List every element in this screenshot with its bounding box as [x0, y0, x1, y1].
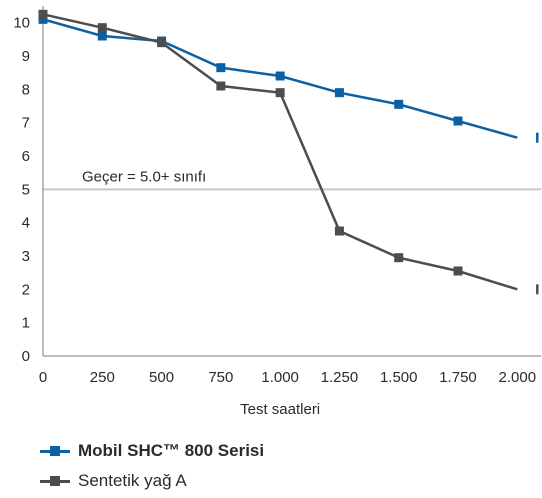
data-point [334, 226, 344, 236]
data-point [453, 266, 463, 276]
data-point [334, 88, 344, 98]
legend-swatch-sentetik-yag [40, 474, 70, 488]
x-axis-title: Test saatleri [240, 401, 320, 418]
data-point [216, 63, 226, 73]
y-tick-label: 4 [22, 215, 30, 232]
legend-swatch-mobil-shc [40, 444, 70, 458]
x-tick-label: 1.000 [261, 369, 299, 386]
y-tick-label: 7 [22, 115, 30, 132]
x-tick-label: 0 [39, 369, 47, 386]
data-point [38, 9, 48, 19]
axes [42, 6, 541, 357]
pass-threshold-label: Geçer = 5.0+ sınıfı [82, 168, 206, 185]
x-tick-label: 250 [90, 369, 115, 386]
y-tick-label: 2 [22, 281, 30, 298]
x-tick-label: 1.750 [439, 369, 477, 386]
y-tick-label: 3 [22, 248, 30, 265]
y-tick-label: 8 [22, 81, 30, 98]
legend-label-mobil-shc: Mobil SHC™ 800 Serisi [78, 441, 265, 460]
data-point [216, 81, 226, 91]
legend-item-mobil-shc: Mobil SHC™ 800 Serisi [40, 436, 264, 466]
data-point [275, 88, 285, 98]
x-tick-label: 1.500 [380, 369, 418, 386]
data-point [97, 23, 107, 33]
data-point [157, 38, 167, 48]
x-tick-labels: 0 250 500 750 1.000 1.250 1.500 1.750 2.000 [39, 369, 536, 386]
series-layer [38, 9, 539, 295]
x-tick-label: 750 [208, 369, 233, 386]
x-tick-label: 1.250 [321, 369, 359, 386]
series-1 [38, 9, 539, 295]
data-point [97, 31, 107, 41]
x-tick-label: 500 [149, 369, 174, 386]
series-line [42, 13, 518, 291]
data-point [394, 99, 404, 109]
line-chart: Geçer = 5.0+ sınıfı 0 1 2 3 4 5 6 7 8 9 10 0 250 500… [13, 6, 541, 418]
legend: Mobil SHC™ 800 Serisi Sentetik yağ A [40, 436, 264, 496]
series-0 [38, 14, 539, 143]
data-point [394, 253, 404, 263]
y-tick-label: 6 [22, 148, 30, 165]
data-point [453, 116, 463, 126]
y-tick-label: 5 [22, 181, 30, 198]
data-point [38, 14, 48, 24]
y-tick-label: 0 [22, 348, 30, 365]
y-tick-label: 1 [22, 315, 30, 332]
legend-item-sentetik-yag: Sentetik yağ A [40, 466, 264, 496]
y-tick-label: 10 [13, 15, 30, 32]
reference-line-group: Geçer = 5.0+ sınıfı [43, 168, 541, 191]
y-tick-labels: 0 1 2 3 4 5 6 7 8 9 10 [13, 15, 30, 365]
legend-label-sentetik-yag: Sentetik yağ A [78, 471, 187, 490]
y-tick-label: 9 [22, 48, 30, 65]
data-point [275, 71, 285, 81]
x-tick-label: 2.000 [499, 369, 537, 386]
